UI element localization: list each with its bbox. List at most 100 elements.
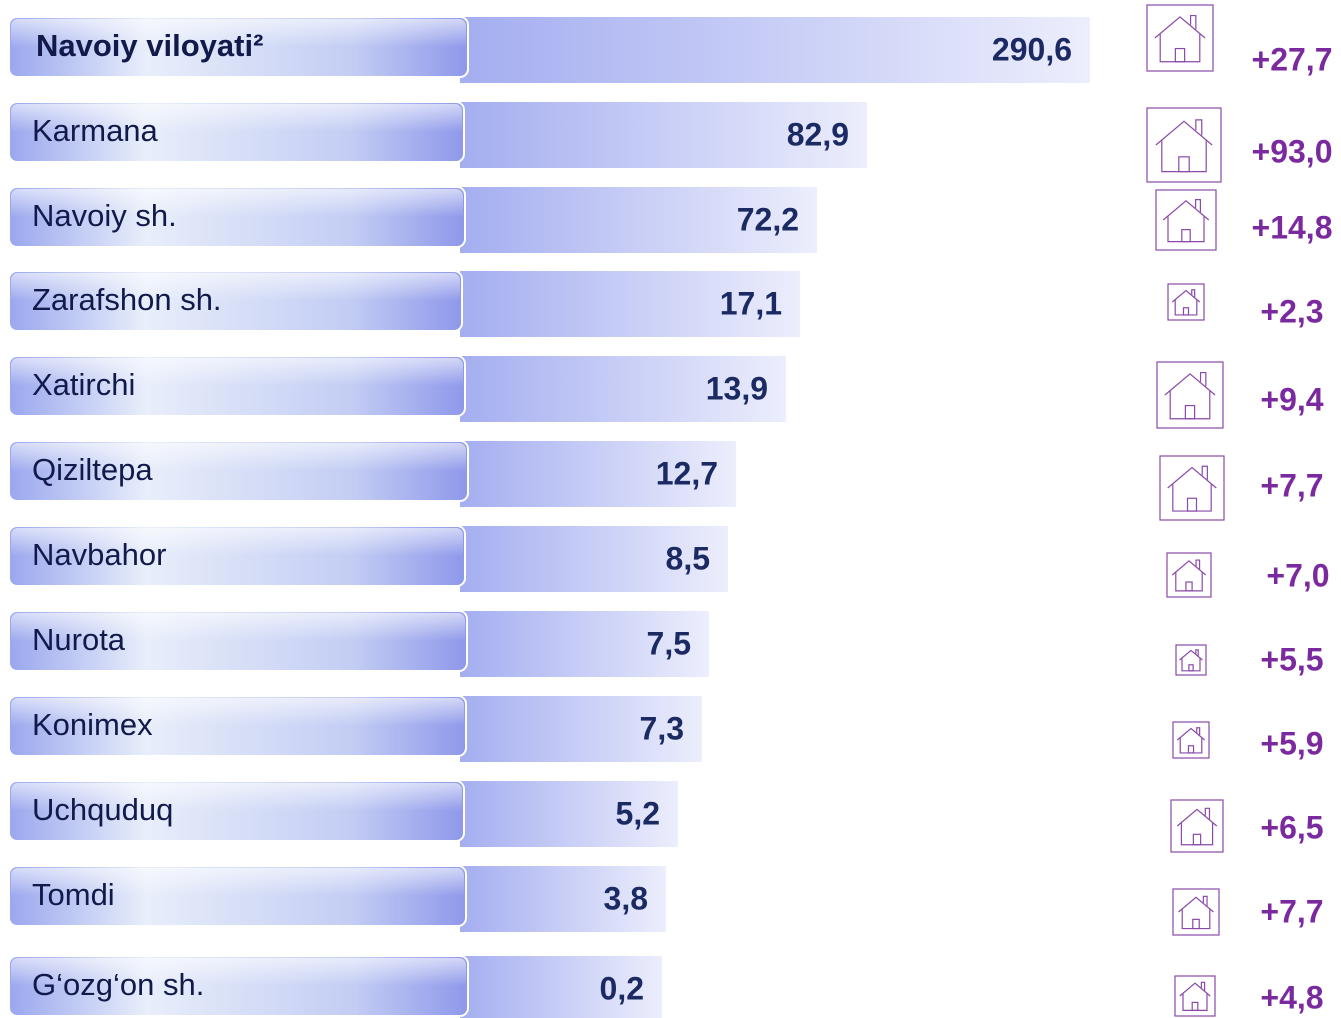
house-icon — [1159, 455, 1225, 521]
label-box-shine — [11, 698, 464, 754]
region-name: Zarafshon sh. — [32, 282, 222, 317]
house-icon — [1166, 552, 1212, 598]
icon-frame — [1166, 552, 1212, 598]
icon-roof — [1155, 120, 1213, 146]
change: +7,7 — [1260, 467, 1323, 503]
bar — [460, 271, 800, 337]
icon-frame — [1156, 361, 1224, 429]
bar — [460, 696, 702, 762]
icon-door — [1191, 1001, 1199, 1011]
bar — [460, 526, 728, 592]
bar — [460, 441, 736, 507]
icon-frame — [1146, 107, 1222, 183]
house-icon — [1167, 283, 1205, 321]
label-box-shine — [11, 868, 464, 924]
icon-frame — [1167, 283, 1205, 321]
label-box-shine — [11, 273, 460, 329]
house-icon — [1146, 4, 1214, 72]
region-name: Qiziltepa — [32, 452, 153, 487]
icon-roof — [1179, 649, 1203, 661]
icon-chimney — [1204, 807, 1211, 820]
label-box-shine — [11, 443, 466, 499]
house-icon — [1146, 107, 1222, 183]
icon-roof — [1179, 982, 1211, 997]
house-icon — [1172, 888, 1220, 936]
change: +4,8 — [1260, 979, 1323, 1015]
house-icon — [1175, 644, 1207, 676]
change: +27,7 — [1252, 41, 1333, 77]
icon-door — [1181, 228, 1191, 243]
label-box-shine — [11, 358, 463, 414]
label-box-shine — [11, 528, 463, 584]
region-name: Navbahor — [32, 537, 166, 572]
change: +2,3 — [1260, 293, 1323, 329]
icon-roof — [1162, 200, 1210, 221]
icon-roof — [1167, 466, 1217, 489]
bar — [460, 102, 867, 168]
bar — [460, 187, 817, 253]
bar — [460, 866, 666, 932]
change: +14,8 — [1252, 209, 1333, 245]
icon-roof — [1178, 896, 1214, 913]
value: 290,6 — [992, 31, 1072, 67]
icon-roof — [1171, 289, 1201, 303]
icon-chimney — [1201, 465, 1208, 480]
change: +7,7 — [1260, 893, 1323, 929]
icon-walls — [1161, 140, 1207, 173]
icon-chimney — [1195, 119, 1203, 136]
change: +5,5 — [1260, 641, 1323, 677]
icon-roof — [1154, 16, 1206, 39]
region-name: Tomdi — [32, 877, 115, 912]
value: 0,2 — [600, 970, 644, 1006]
icon-frame — [1155, 189, 1217, 251]
icon-roof — [1176, 727, 1206, 741]
value: 12,7 — [656, 455, 718, 491]
icon-door — [1192, 918, 1200, 930]
value: 5,2 — [616, 795, 660, 831]
icon-door — [1182, 307, 1190, 316]
icon-frame — [1174, 975, 1216, 1017]
icon-door — [1188, 664, 1194, 672]
icon-frame — [1172, 721, 1210, 759]
label-box-shine — [11, 189, 463, 245]
icon-chimney — [1195, 559, 1201, 570]
value: 17,1 — [720, 285, 782, 321]
icon-chimney — [1191, 289, 1196, 298]
icon-door — [1184, 404, 1196, 420]
icon-walls — [1172, 484, 1212, 512]
value: 3,8 — [604, 880, 648, 916]
icon-chimney — [1189, 14, 1197, 30]
region-name: Karmana — [32, 113, 159, 148]
value: 72,2 — [737, 201, 799, 237]
icon-walls — [1169, 391, 1211, 420]
house-icon — [1170, 799, 1224, 853]
icon-frame — [1146, 4, 1214, 72]
icon-roof — [1171, 560, 1207, 576]
icon-door — [1187, 745, 1195, 754]
change: +7,0 — [1266, 557, 1329, 593]
bar — [460, 356, 786, 422]
bar — [460, 611, 709, 677]
house-icon — [1156, 361, 1224, 429]
icon-frame — [1172, 888, 1220, 936]
icon-door — [1192, 833, 1202, 846]
icon-chimney — [1196, 727, 1201, 736]
icon-door — [1186, 497, 1198, 512]
label-box-shine — [11, 104, 462, 160]
region-name: Uchquduq — [32, 792, 173, 827]
value: 82,9 — [787, 116, 849, 152]
icon-door — [1178, 156, 1190, 173]
value: 7,5 — [647, 625, 691, 661]
icon-frame — [1175, 644, 1207, 676]
icon-roof — [1176, 808, 1218, 827]
icon-chimney — [1199, 371, 1207, 387]
house-icon — [1174, 975, 1216, 1017]
change: +93,0 — [1252, 133, 1333, 169]
region-name: G‘ozg‘on sh. — [32, 967, 204, 1002]
region-name: Navoiy viloyati² — [36, 28, 263, 63]
house-icon — [1155, 189, 1217, 251]
region-name: Konimex — [32, 707, 153, 742]
value: 7,3 — [640, 710, 684, 746]
change: +6,5 — [1260, 809, 1323, 845]
